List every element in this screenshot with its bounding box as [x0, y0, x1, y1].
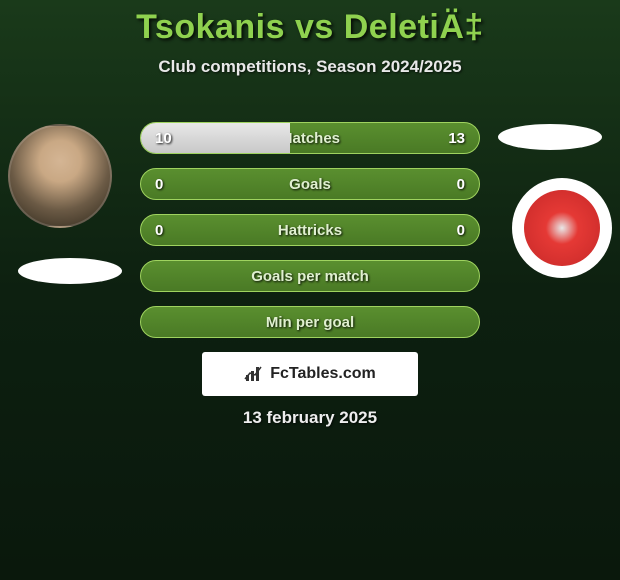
stats-panel: 10 Matches 13 0 Goals 0 0 Hattricks 0 Go…	[140, 122, 480, 352]
header: Tsokanis vs DeletiÄ‡ Club competitions, …	[0, 0, 620, 77]
stat-right-value: 13	[448, 130, 465, 147]
player-left-flag	[18, 258, 122, 284]
stat-left-value: 0	[155, 176, 163, 193]
stat-right-value: 0	[457, 222, 465, 239]
chart-bar-icon	[244, 365, 264, 383]
page-title: Tsokanis vs DeletiÄ‡	[0, 8, 620, 47]
branding-text: FcTables.com	[270, 365, 376, 383]
player-right-flag	[498, 124, 602, 150]
comparison-date: 13 february 2025	[0, 408, 620, 428]
player-right-avatar	[512, 178, 612, 278]
player-left-avatar	[8, 124, 112, 228]
stat-label: Goals per match	[251, 268, 369, 285]
stat-left-value: 10	[155, 130, 172, 147]
stat-left-value: 0	[155, 222, 163, 239]
stat-row-hattricks: 0 Hattricks 0	[140, 214, 480, 246]
stat-row-min-per-goal: Min per goal	[140, 306, 480, 338]
stat-label: Goals	[289, 176, 331, 193]
stat-label: Min per goal	[266, 314, 354, 331]
stat-row-goals: 0 Goals 0	[140, 168, 480, 200]
stat-row-matches: 10 Matches 13	[140, 122, 480, 154]
player-right-badge	[524, 190, 600, 266]
stat-row-goals-per-match: Goals per match	[140, 260, 480, 292]
stat-label: Hattricks	[278, 222, 342, 239]
stat-right-value: 0	[457, 176, 465, 193]
page-subtitle: Club competitions, Season 2024/2025	[0, 57, 620, 77]
branding-badge: FcTables.com	[202, 352, 418, 396]
